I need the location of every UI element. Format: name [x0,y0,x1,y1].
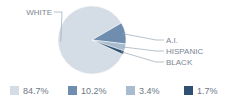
slice-labels: WHITE A.I. HISPANIC BLACK [26,8,203,67]
legend-label: 3.4% [139,86,160,96]
leader-line [123,34,164,40]
legend-label: 84.7% [23,86,49,96]
pie [58,6,126,74]
leader-line [121,52,164,62]
slice-label: BLACK [166,58,193,67]
leader-line [54,12,62,41]
slice-label: HISPANIC [166,47,203,56]
legend: 84.7% 10.2% 3.4% 1.7% [10,86,218,96]
legend-swatch [126,86,135,95]
chart: WHITE A.I. HISPANIC BLACK 84.7% 10.2% 3.4% 1.7% [0,0,240,100]
leader-line [123,47,164,51]
legend-label: 10.2% [81,86,107,96]
slice-label: A.I. [166,36,178,45]
legend-swatch [68,86,77,95]
pie-slice [92,40,124,54]
slice-label: WHITE [26,8,52,17]
legend-label: 1.7% [197,86,218,96]
legend-swatch [10,86,19,95]
legend-swatch [184,86,193,95]
